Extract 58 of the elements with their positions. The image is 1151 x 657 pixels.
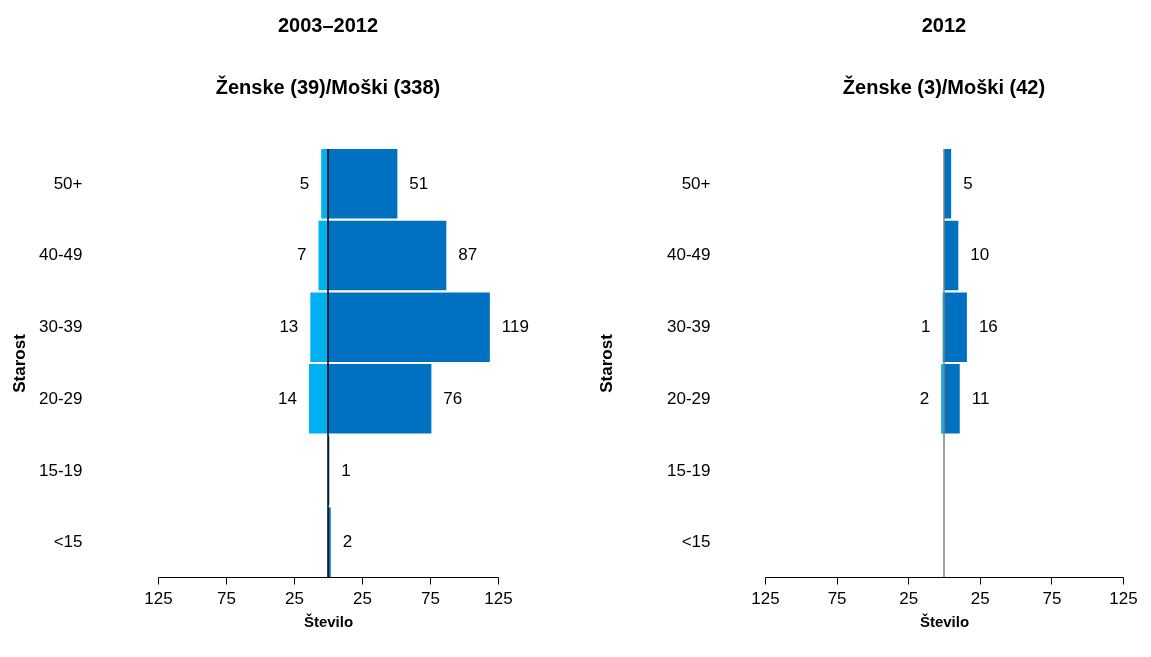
bar — [308, 364, 328, 434]
data-label: 7 — [297, 245, 307, 265]
data-label: 14 — [278, 388, 297, 408]
y-axis-title: Starost — [10, 333, 30, 393]
bar — [328, 364, 432, 434]
x-tick-label: 25 — [285, 588, 304, 608]
bar — [944, 292, 967, 362]
data-label: 1 — [341, 460, 351, 480]
y-tick-label: <15 — [681, 532, 711, 552]
x-tick-label: 125 — [751, 588, 780, 608]
bar — [328, 292, 490, 362]
x-tick-label: 25 — [353, 588, 372, 608]
y-tick-label: 40-49 — [667, 245, 711, 265]
data-label: 5 — [299, 173, 310, 193]
x-tick-label: 75 — [217, 588, 236, 608]
x-tick-label: 125 — [484, 588, 513, 608]
x-tick-label: 125 — [1109, 588, 1138, 608]
x-tick-label: 25 — [899, 588, 919, 608]
x-tick-label: 25 — [970, 588, 990, 608]
y-tick-label: 50+ — [681, 173, 711, 193]
data-label: 76 — [443, 388, 463, 408]
y-tick-label: 30-39 — [667, 317, 711, 337]
chart-title: 2012 — [921, 14, 967, 37]
y-tick-label: 50+ — [53, 173, 83, 193]
data-label: 119 — [501, 317, 529, 337]
data-label: 13 — [279, 317, 299, 337]
data-label: 16 — [978, 317, 998, 337]
y-tick-label: 20-29 — [667, 388, 711, 408]
data-label: 87 — [458, 245, 478, 265]
y-tick-label: 20-29 — [39, 388, 83, 408]
data-label: 1 — [921, 317, 931, 337]
x-tick-label: 75 — [421, 588, 440, 608]
bar — [318, 220, 328, 291]
bar — [328, 149, 398, 219]
chart-subtitle: Ženske (3)/Moški (42) — [842, 75, 1046, 99]
y-tick-label: 15-19 — [39, 460, 83, 480]
data-label: 2 — [342, 532, 353, 552]
y-tick-label: 15-19 — [667, 460, 711, 480]
chart-subtitle: Ženske (39)/Moški (338) — [215, 75, 441, 99]
data-label: 5 — [963, 173, 973, 193]
data-label: 51 — [409, 173, 429, 193]
x-tick-label: 75 — [1042, 588, 1062, 608]
bar — [310, 292, 328, 362]
x-axis-title: Število — [919, 612, 970, 630]
x-tick-label: 75 — [827, 588, 847, 608]
bar — [328, 220, 447, 291]
chart-title: 2003–2012 — [277, 14, 379, 37]
y-axis-title: Starost — [597, 333, 617, 393]
data-label: 11 — [971, 388, 990, 408]
data-label: 2 — [919, 388, 930, 408]
x-axis-title: Število — [303, 612, 354, 630]
data-label: 10 — [970, 245, 990, 265]
y-tick-label: 40-49 — [39, 245, 83, 265]
bar — [944, 220, 959, 291]
y-tick-label: 30-39 — [39, 317, 83, 337]
x-tick-label: 125 — [144, 588, 173, 608]
y-tick-label: <15 — [53, 532, 83, 552]
bar — [944, 364, 960, 434]
